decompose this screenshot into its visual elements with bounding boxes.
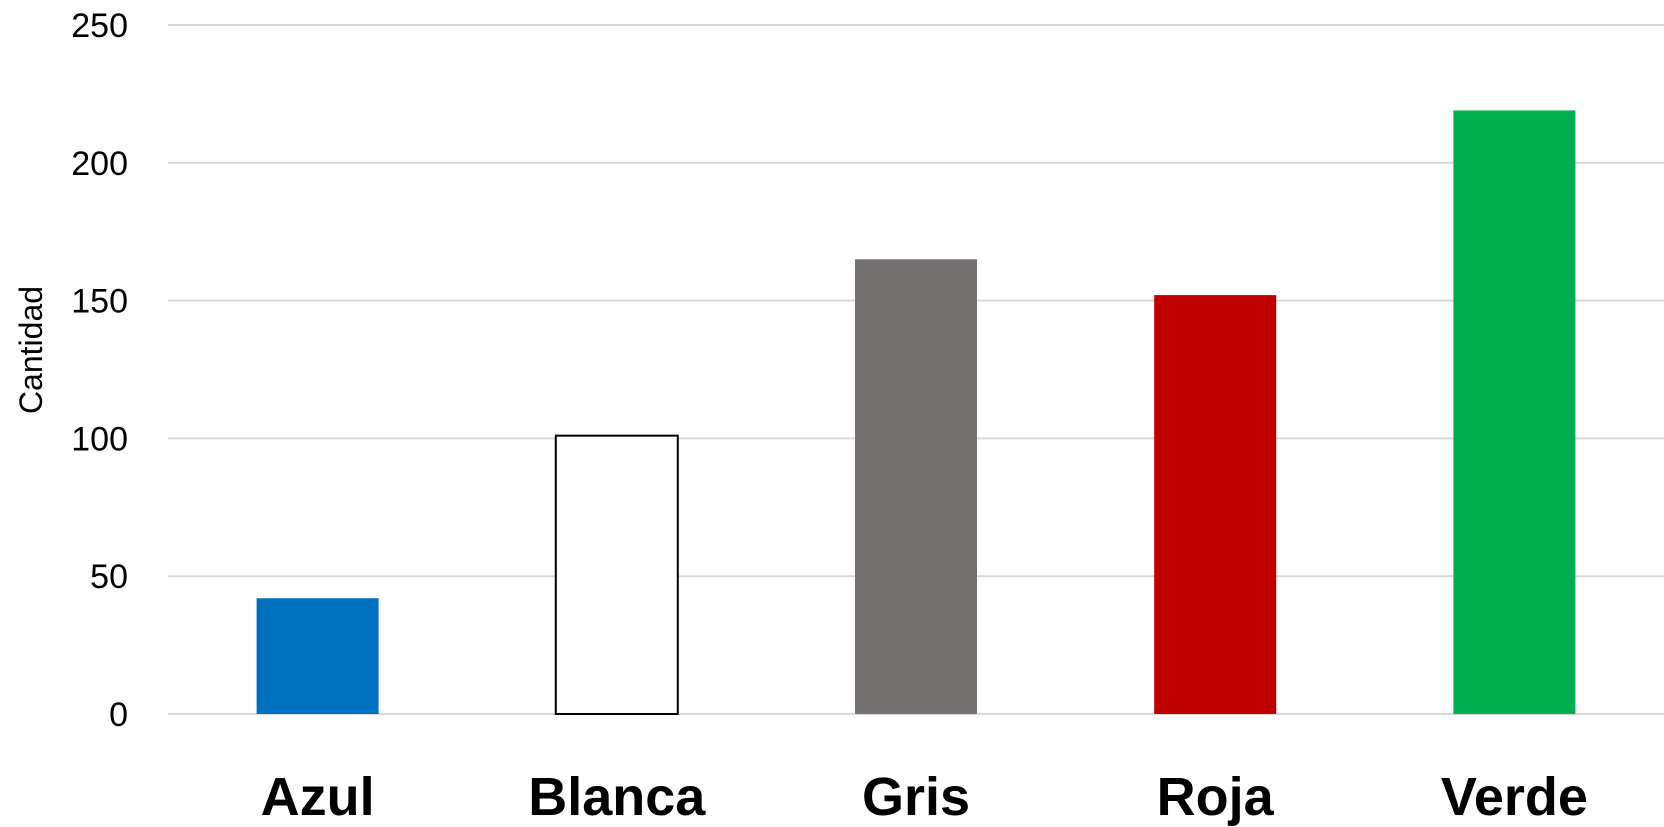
x-category-label: Roja xyxy=(1157,767,1275,827)
x-category-label: Blanca xyxy=(528,767,706,827)
bar-gris xyxy=(855,259,977,714)
bar-blanca xyxy=(554,434,679,715)
x-category-label: Verde xyxy=(1441,767,1588,827)
y-tick-label: 150 xyxy=(71,283,128,321)
y-axis-tick-labels: 0 50 100 150 200 250 xyxy=(71,7,128,734)
x-axis-category-labels: Azul Blanca Gris Roja Verde xyxy=(261,767,1588,827)
x-category-label: Azul xyxy=(261,767,375,827)
y-tick-label: 200 xyxy=(71,145,128,183)
y-tick-label: 50 xyxy=(90,558,128,596)
y-tick-label: 250 xyxy=(71,7,128,45)
bars xyxy=(256,110,1576,715)
bar-verde xyxy=(1453,110,1576,715)
bar-azul xyxy=(256,598,379,714)
x-category-label: Gris xyxy=(862,767,970,827)
y-tick-label: 0 xyxy=(109,696,128,734)
y-tick-label: 100 xyxy=(71,420,128,458)
bar-roja xyxy=(1154,295,1277,714)
y-axis-title: Cantidad xyxy=(13,286,49,414)
